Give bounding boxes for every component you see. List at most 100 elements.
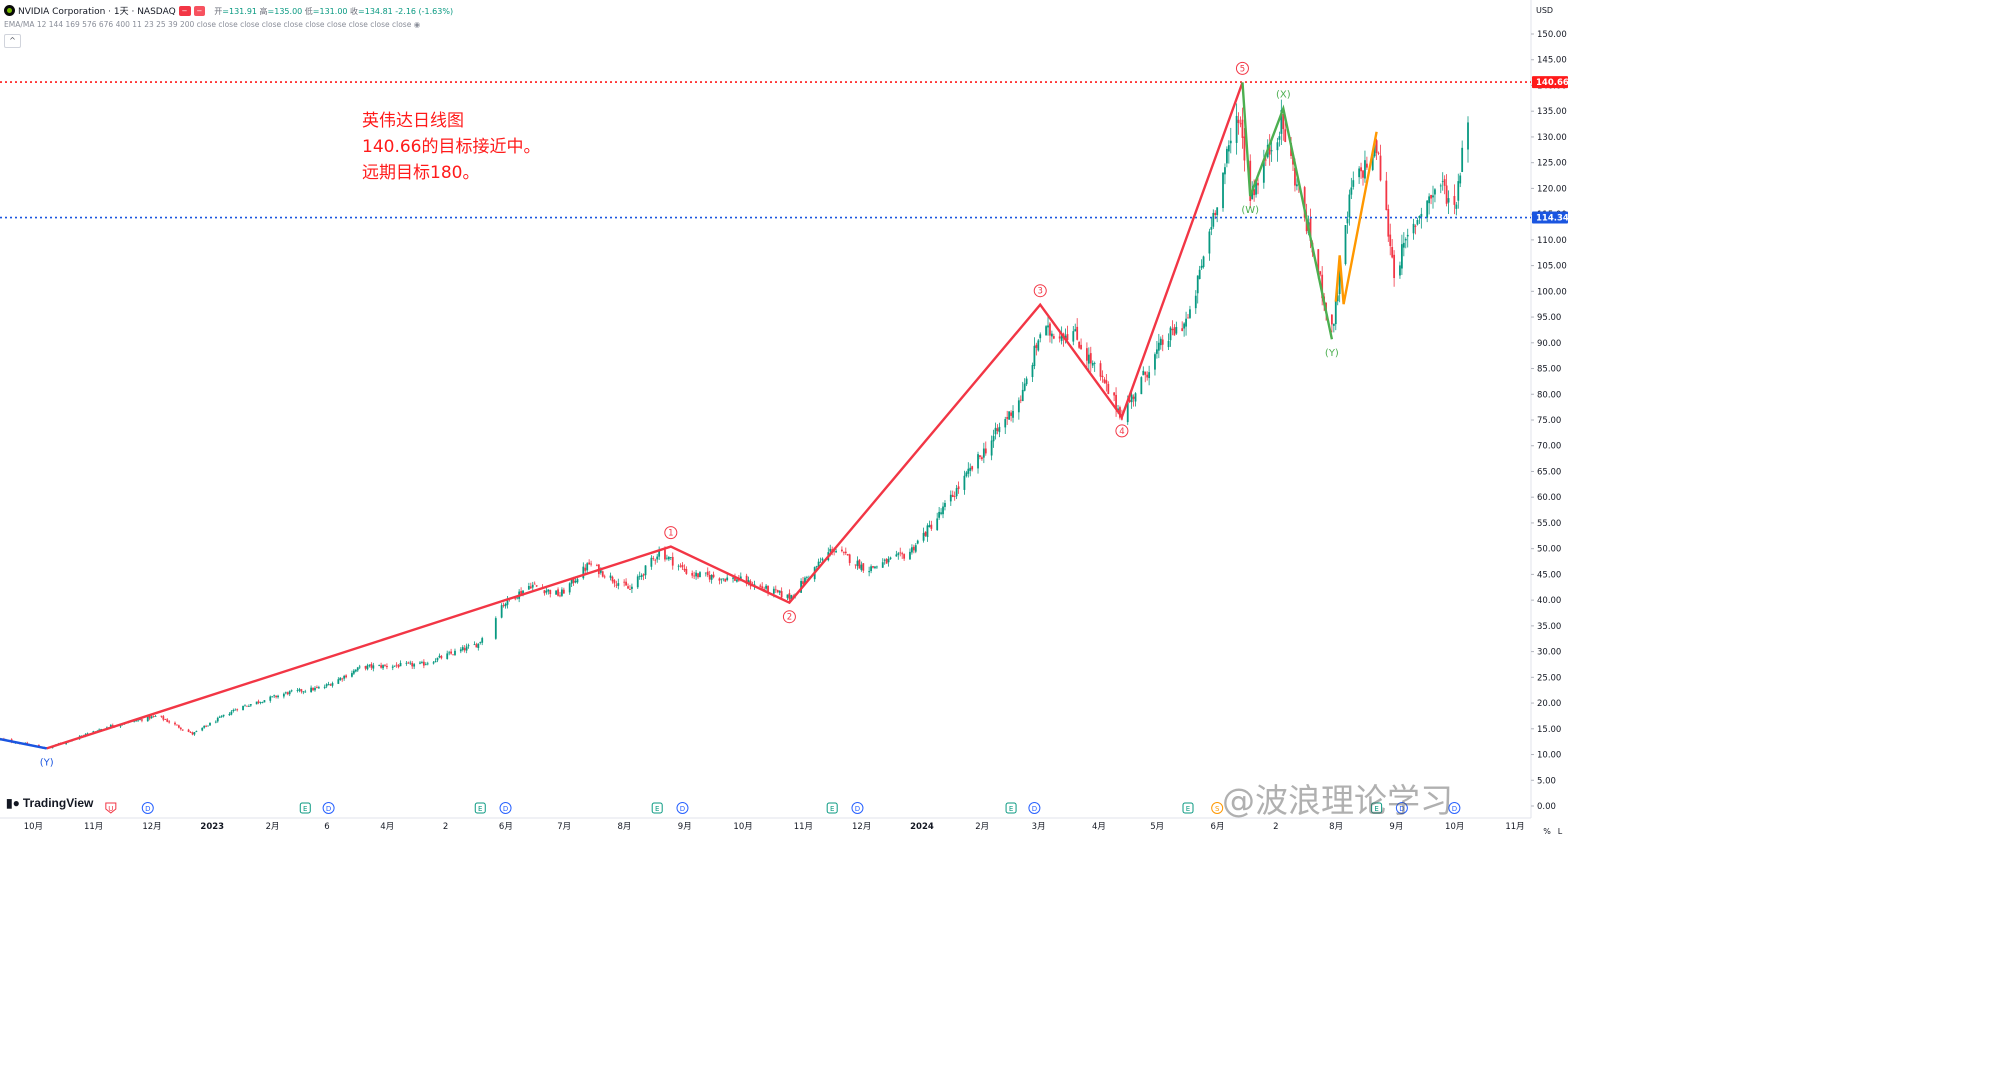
candle-body bbox=[574, 580, 577, 583]
collapse-legend-button[interactable]: ^ bbox=[4, 34, 21, 48]
dividend-event-icon[interactable] bbox=[1028, 802, 1041, 814]
event-label: D bbox=[145, 805, 150, 813]
candle-body bbox=[300, 689, 303, 692]
sell-badge-icon[interactable]: − bbox=[178, 6, 191, 16]
chart-annotation[interactable]: 英伟达日线图 140.66的目标接近中。 远期目标180。 bbox=[362, 108, 540, 186]
candle-body bbox=[1047, 325, 1049, 328]
candle-body bbox=[568, 583, 571, 593]
candle-body bbox=[911, 547, 913, 553]
candle-body bbox=[1115, 394, 1117, 410]
candle-body bbox=[1416, 219, 1419, 225]
candle-body bbox=[883, 559, 886, 561]
earnings-event-icon[interactable] bbox=[1005, 802, 1017, 814]
currency-selector[interactable]: USD bbox=[1536, 6, 1554, 15]
event-label: D bbox=[1032, 805, 1037, 813]
x-tick-label: 10月 bbox=[1445, 822, 1464, 832]
candle-body bbox=[1167, 340, 1170, 348]
candle-body bbox=[1461, 147, 1464, 172]
dividend-event-icon[interactable] bbox=[499, 802, 512, 814]
candle-body bbox=[671, 556, 674, 566]
tradingview-logo[interactable]: ▮● TradingView bbox=[6, 796, 93, 810]
wave-label-circle bbox=[1235, 61, 1249, 75]
candle-body bbox=[545, 590, 548, 593]
candle-body bbox=[887, 558, 890, 563]
indicator-legend[interactable]: EMA/MA 12 144 169 576 676 400 11 23 25 3… bbox=[4, 20, 420, 29]
dividend-event-icon[interactable] bbox=[1211, 802, 1224, 814]
candle-body bbox=[109, 725, 112, 728]
candle-body bbox=[1348, 194, 1351, 218]
candle-body bbox=[148, 716, 151, 719]
wave-lines-layer[interactable]: (Y) 1 2 3 4 5 (W) (X) (Y) bbox=[0, 61, 1378, 768]
price-line-tag[interactable] bbox=[1532, 76, 1568, 89]
percent-scale-button[interactable]: % bbox=[1543, 827, 1551, 836]
candle-body bbox=[249, 704, 252, 706]
candle-body bbox=[790, 595, 793, 601]
candle-body bbox=[638, 576, 641, 577]
candle-body bbox=[582, 566, 585, 579]
y-tick-label: 120.00 bbox=[1537, 184, 1567, 194]
candle-body bbox=[1107, 383, 1110, 395]
dividend-event-icon[interactable] bbox=[1448, 802, 1461, 814]
symbol-title[interactable]: NVIDIA Corporation · 1天 · NASDAQ bbox=[18, 7, 176, 17]
earnings-event-icon[interactable] bbox=[651, 802, 663, 814]
candle-body bbox=[613, 580, 616, 584]
time-axis[interactable]: 10月 11月 12月 2023 2月 6 4月 2 6月 7月 8月 9月 10月 11月 12月 2024… bbox=[0, 817, 1531, 832]
event-label: E bbox=[830, 805, 834, 813]
candle-body bbox=[345, 675, 347, 678]
candle-body bbox=[971, 466, 974, 470]
candle-body bbox=[1295, 184, 1298, 187]
candle-body bbox=[710, 574, 713, 580]
earnings-event-icon[interactable] bbox=[1371, 802, 1383, 814]
buy-badge-icon[interactable]: − bbox=[193, 6, 206, 16]
candle-body bbox=[201, 727, 204, 731]
eye-icon[interactable]: ◉ bbox=[413, 20, 421, 29]
split-event-icon[interactable] bbox=[105, 802, 117, 814]
candle-body bbox=[1157, 342, 1160, 351]
candle-body bbox=[683, 568, 686, 571]
wave-line-orange-up[interactable] bbox=[1334, 131, 1378, 305]
candle-body bbox=[982, 448, 985, 458]
candle-body bbox=[358, 666, 361, 668]
candle-body bbox=[627, 586, 629, 589]
candle-body bbox=[780, 591, 783, 598]
candle-body bbox=[1379, 155, 1382, 181]
candle-body bbox=[1105, 380, 1108, 384]
dividend-event-icon[interactable] bbox=[676, 802, 689, 814]
dividend-event-icon[interactable] bbox=[1395, 802, 1408, 814]
price-line-tag[interactable] bbox=[1532, 211, 1568, 224]
log-scale-button[interactable]: L bbox=[1557, 827, 1563, 836]
horizontal-lines-layer[interactable]: 140.66 114.34 bbox=[0, 76, 1568, 224]
candle-body bbox=[1132, 396, 1135, 399]
candle-body bbox=[1412, 223, 1415, 234]
earnings-event-icon[interactable] bbox=[474, 802, 486, 814]
dividend-event-icon[interactable] bbox=[141, 802, 154, 814]
candle-body bbox=[1309, 218, 1312, 241]
candle-body bbox=[903, 554, 906, 559]
y-tick-label: 95.00 bbox=[1537, 313, 1561, 323]
candle-body bbox=[187, 729, 190, 732]
candle-body bbox=[298, 689, 301, 691]
candle-body bbox=[314, 687, 316, 691]
candle-body bbox=[914, 545, 917, 552]
wave-line-green-correction[interactable] bbox=[1241, 82, 1334, 340]
price-axis[interactable]: 0.00 5.00 10.00 15.00 20.00 25.00 30.00 35.00 40… bbox=[1530, 0, 1567, 818]
candle-body bbox=[1257, 182, 1259, 186]
candle-body bbox=[209, 722, 211, 726]
candle-body bbox=[611, 576, 614, 582]
earnings-event-icon[interactable] bbox=[299, 802, 311, 814]
earnings-event-icon[interactable] bbox=[1182, 802, 1194, 814]
wave-line-blue-lead[interactable] bbox=[0, 737, 47, 750]
dividend-event-icon[interactable] bbox=[851, 802, 864, 814]
wave-line-red-impulse[interactable] bbox=[46, 81, 1244, 750]
candle-body bbox=[1255, 181, 1257, 195]
dividend-event-icon[interactable] bbox=[322, 802, 335, 814]
candle-body bbox=[786, 594, 789, 598]
y-tick-label: 10.00 bbox=[1537, 751, 1561, 761]
earnings-event-icon[interactable] bbox=[826, 802, 838, 814]
candle-body bbox=[889, 557, 892, 560]
candle-body bbox=[168, 721, 171, 723]
candle-body bbox=[1035, 344, 1038, 348]
price-chart[interactable]: 0.00 5.00 10.00 15.00 20.00 25.00 30.00 35.00 40… bbox=[0, 0, 1568, 837]
candle-body bbox=[1183, 323, 1186, 329]
